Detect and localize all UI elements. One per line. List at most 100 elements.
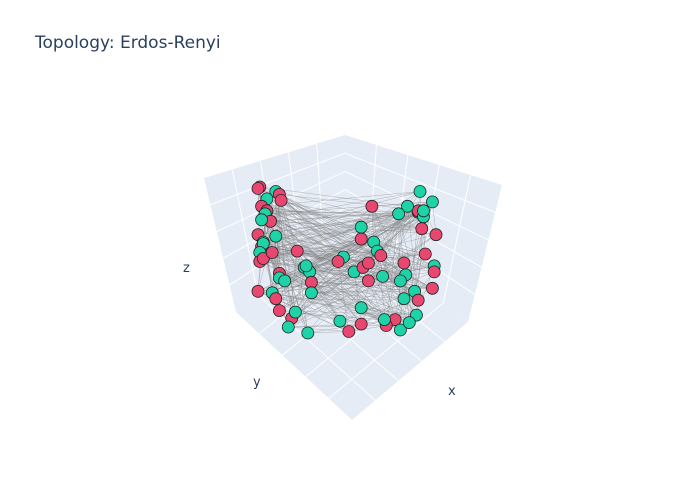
- node-marker: [425, 195, 439, 209]
- y-axis-label: y: [253, 375, 261, 390]
- gridline: [231, 169, 259, 295]
- node-marker: [269, 292, 283, 306]
- graph-edge: [272, 252, 312, 283]
- graph-edge: [257, 213, 399, 235]
- graph-edge: [368, 262, 396, 320]
- graph-edge: [295, 311, 362, 325]
- graph-edge: [306, 265, 383, 277]
- graph-edge: [353, 271, 362, 325]
- gridline: [344, 152, 496, 213]
- node-marker: [397, 256, 411, 270]
- gridline: [210, 152, 346, 206]
- node-marker: [393, 274, 407, 288]
- graph-edge: [259, 186, 422, 229]
- node-marker: [401, 199, 414, 213]
- node-marker: [251, 182, 265, 195]
- gridline: [328, 302, 444, 399]
- graph-edge: [259, 252, 415, 292]
- node-marker: [397, 292, 411, 306]
- graph-edge: [337, 261, 385, 320]
- graph-edge: [380, 213, 399, 256]
- gridline: [442, 174, 472, 303]
- graph-edge: [284, 280, 404, 299]
- graph-edge: [309, 265, 435, 273]
- graph-edge: [272, 282, 312, 294]
- graph-edge: [291, 274, 406, 319]
- z-axis-label: z: [183, 261, 190, 276]
- graph-edge: [288, 323, 362, 328]
- node-marker: [299, 259, 313, 273]
- node-marker: [393, 323, 407, 337]
- node-marker: [392, 207, 406, 221]
- node-marker: [429, 228, 443, 242]
- node-marker: [411, 293, 425, 307]
- node-marker: [281, 320, 295, 334]
- graph-edge: [382, 213, 399, 277]
- node-marker: [354, 301, 368, 315]
- node-marker: [427, 265, 441, 279]
- node-marker: [342, 325, 356, 338]
- node-marker: [354, 220, 368, 234]
- graph-edge: [259, 186, 408, 207]
- graph-edge: [259, 261, 383, 277]
- graph-edge: [275, 298, 417, 316]
- graph-edge: [275, 228, 422, 237]
- graph-edge: [337, 261, 350, 332]
- graph-edge: [297, 250, 426, 255]
- graph-edge: [272, 292, 396, 320]
- graph-edge: [257, 200, 282, 292]
- graph-edge: [281, 200, 426, 255]
- graph-edge: [270, 221, 426, 255]
- node-marker: [417, 204, 430, 218]
- node-marker: [288, 305, 302, 319]
- node-marker: [290, 244, 304, 258]
- graph-edge: [380, 228, 422, 256]
- graph-edge: [261, 226, 362, 247]
- graph-edge: [280, 200, 298, 252]
- node-marker: [255, 213, 269, 227]
- graph-edge: [385, 213, 399, 326]
- node-marker: [377, 313, 391, 327]
- graph-edge: [307, 331, 349, 334]
- node-marker: [376, 269, 390, 283]
- node-marker: [361, 274, 375, 288]
- node-marker: [269, 229, 283, 243]
- edge-group: [257, 186, 437, 334]
- graph-edge: [259, 213, 399, 253]
- graph-edge: [305, 265, 387, 326]
- graph-edge: [279, 238, 362, 311]
- graph-edge: [272, 292, 385, 320]
- node-marker: [301, 326, 315, 340]
- x-axis-label: x: [448, 384, 456, 399]
- graph-edge: [414, 253, 426, 292]
- node-marker: [274, 193, 288, 207]
- graph-edge: [261, 219, 437, 235]
- node-marker: [256, 252, 270, 265]
- graph-edge: [398, 213, 401, 331]
- node-marker: [365, 199, 379, 213]
- node-marker: [361, 256, 375, 270]
- node-marker: [402, 316, 416, 330]
- graph-edge: [400, 201, 433, 331]
- node-marker: [413, 185, 427, 198]
- graph-edge: [275, 213, 399, 237]
- node-marker: [354, 317, 368, 331]
- chart-title: Topology: Erdos-Renyi: [35, 33, 221, 53]
- node-marker: [425, 281, 439, 295]
- graph-edge: [281, 200, 401, 282]
- graph-edge: [280, 200, 309, 334]
- graph-edge: [377, 250, 396, 320]
- graph-edge: [281, 200, 406, 276]
- graph-edge: [261, 206, 437, 235]
- gridline: [229, 207, 346, 286]
- node-marker: [272, 304, 286, 318]
- gridline: [369, 144, 377, 246]
- graph-edge: [263, 238, 362, 259]
- node-marker: [304, 286, 318, 300]
- node-marker: [418, 247, 432, 261]
- graph-edge: [311, 261, 339, 293]
- node-marker: [278, 274, 292, 288]
- graph-edge: [311, 292, 404, 299]
